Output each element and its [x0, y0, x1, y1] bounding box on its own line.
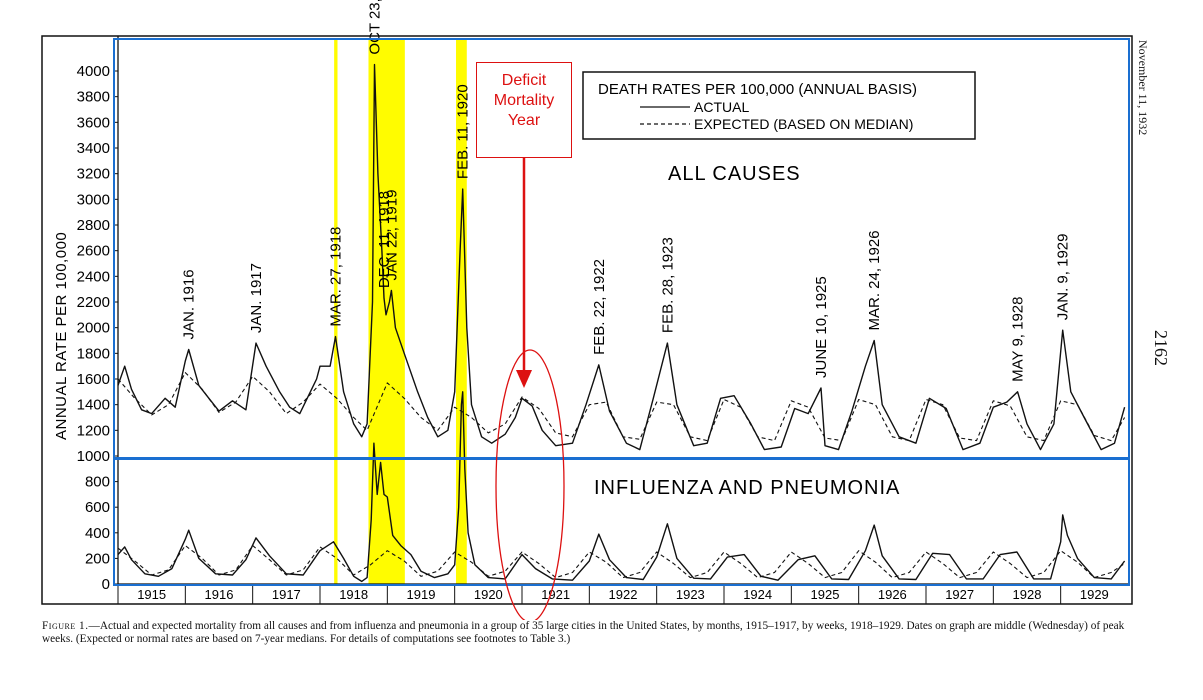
- highlight-period-0: [334, 40, 338, 584]
- peak-label: JUNE 10, 1925: [813, 276, 830, 378]
- y-tick-label: 2400: [77, 268, 110, 285]
- y-tick-label: 1200: [77, 422, 110, 439]
- figure-caption: Figure 1.—Actual and expected mortality …: [42, 620, 1152, 646]
- page-number: 2162: [1151, 330, 1171, 366]
- peak-label: JAN. 1916: [181, 269, 198, 339]
- peak-label: DEC. 11, 1918: [376, 191, 393, 288]
- peak-label: MAY 9, 1928: [1010, 296, 1027, 381]
- peak-label: JAN. 9, 1929: [1055, 234, 1072, 321]
- y-axis-label: ANNUAL RATE PER 100,000: [53, 232, 70, 440]
- x-tick-label: 1926: [878, 587, 907, 602]
- y-tick-label: 600: [85, 499, 110, 516]
- peak-label: MAR. 27, 1918: [327, 227, 344, 327]
- highlight-frames: [113, 38, 1130, 620]
- y-tick-label: 2200: [77, 294, 110, 311]
- peak-label: FEB. 28, 1923: [659, 237, 676, 333]
- y-tick-label: 3400: [77, 140, 110, 157]
- y-tick-label: 2000: [77, 320, 110, 337]
- x-tick-label: 1927: [945, 587, 974, 602]
- x-tick-label: 1917: [272, 587, 301, 602]
- y-tick-label: 3600: [77, 114, 110, 131]
- series-influenza-expected: [117, 545, 1125, 579]
- x-tick-label: 1915: [137, 587, 166, 602]
- x-tick-label: 1918: [339, 587, 368, 602]
- y-tick-label: 3200: [77, 166, 110, 183]
- series-all-causes-actual: [117, 63, 1126, 451]
- caption-label: Figure 1.: [42, 620, 89, 632]
- y-tick-label: 1800: [77, 345, 110, 362]
- peak-label: MAR. 24, 1926: [866, 230, 883, 330]
- deficit-arrow-head: [516, 370, 532, 388]
- legend-title: DEATH RATES PER 100,000 (ANNUAL BASIS): [598, 81, 917, 98]
- y-tick-label: 0: [102, 576, 110, 593]
- x-tick-label: 1920: [474, 587, 503, 602]
- callout-line-3: Year: [507, 112, 541, 129]
- panel-label-influenza: INFLUENZA AND PNEUMONIA: [594, 477, 900, 499]
- x-tick-label: 1921: [541, 587, 570, 602]
- x-tick-label: 1928: [1013, 587, 1042, 602]
- caption-text: —Actual and expected mortality from all …: [42, 620, 1125, 645]
- highlight-period-2: [456, 40, 467, 584]
- legend-expected-label: EXPECTED (BASED ON MEDIAN): [694, 116, 913, 132]
- y-tick-label: 3000: [77, 191, 110, 208]
- y-tick-label: 4000: [77, 63, 110, 80]
- series-all-causes-expected: [117, 372, 1126, 442]
- y-tick-label: 1000: [77, 448, 110, 465]
- peak-annotations: JAN. 1916 JAN. 1917 MAR. 27, 1918 OCT 23, 1…: [181, 0, 1072, 382]
- mortality-chart: 0 200 400 600 800 1000 1200 1400 1600 1800 2000 220…: [41, 0, 1133, 620]
- x-tick-label: 1919: [407, 587, 436, 602]
- y-tick-label: 2800: [77, 217, 110, 234]
- chart-axes: 0 200 400 600 800 1000 1200 1400 1600 1800 2000 220…: [41, 35, 1133, 605]
- y-tick-label: 200: [85, 550, 110, 567]
- y-tick-label: 800: [85, 474, 110, 491]
- deficit-callout-box: Deficit Mortality Year: [476, 62, 572, 158]
- y-tick-label: 2600: [77, 243, 110, 260]
- x-tick-label: 1922: [609, 587, 638, 602]
- y-tick-label: 400: [85, 525, 110, 542]
- chart-series: [117, 63, 1126, 583]
- peak-label: FEB. 22, 1922: [591, 259, 608, 355]
- x-tick-label: 1924: [743, 587, 772, 602]
- peak-label: OCT 23, 1918: [367, 0, 384, 55]
- peak-label: JAN. 1917: [248, 263, 265, 333]
- peak-label: FEB. 11, 1920: [455, 84, 472, 179]
- deficit-ellipse: [495, 349, 565, 620]
- side-date: November 11, 1932: [1136, 40, 1150, 136]
- y-tick-label: 1600: [77, 371, 110, 388]
- callout-line-2: Mortality: [493, 92, 555, 109]
- epidemic-highlights: [334, 40, 467, 584]
- x-tick-label: 1929: [1080, 587, 1109, 602]
- x-tick-label: 1923: [676, 587, 705, 602]
- x-tick-label: 1925: [811, 587, 840, 602]
- y-tick-label: 1400: [77, 397, 110, 414]
- influenza-frame: [113, 458, 1130, 586]
- x-tick-label: 1916: [205, 587, 234, 602]
- panel-label-all-causes: ALL CAUSES: [668, 163, 801, 185]
- peak-label: JAN 22, 1919: [383, 190, 400, 281]
- callout-line-1: Deficit: [501, 72, 547, 89]
- legend: DEATH RATES PER 100,000 (ANNUAL BASIS) A…: [582, 71, 976, 140]
- legend-box: [582, 71, 976, 140]
- legend-actual-label: ACTUAL: [694, 99, 749, 115]
- y-tick-label: 3800: [77, 89, 110, 106]
